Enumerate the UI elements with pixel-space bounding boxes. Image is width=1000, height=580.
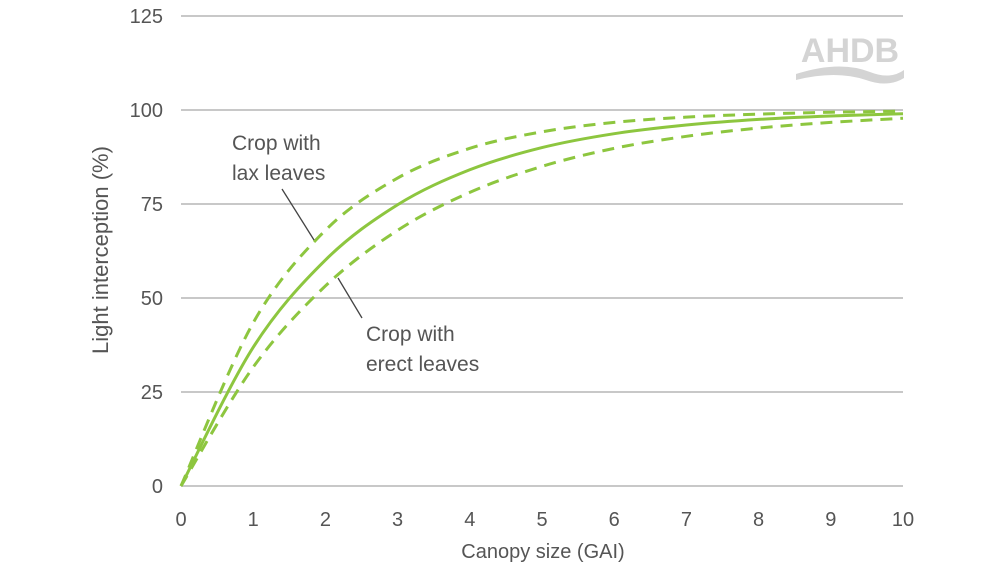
- ahdb-logo: AHDB: [796, 32, 904, 84]
- y-tick-label: 25: [141, 382, 163, 404]
- y-tick-label: 50: [141, 288, 163, 310]
- annotation-lax-leader: [281, 188, 315, 241]
- series-line-0: [179, 109, 904, 487]
- annotation-erect-line2: erect leaves: [366, 353, 479, 376]
- x-tick-label: 10: [892, 509, 914, 531]
- annotation-erect-line1: Crop with: [366, 323, 455, 346]
- svg-text:AHDB: AHDB: [801, 32, 899, 70]
- annotation-erect-leader: [337, 277, 363, 319]
- x-tick-label: 9: [825, 509, 836, 531]
- y-tick-label: 100: [130, 100, 163, 122]
- x-tick-label: 8: [753, 509, 764, 531]
- series-line-1: [179, 112, 904, 487]
- y-axis-label: Light interception (%): [88, 146, 113, 354]
- annotation-lax: Crop with lax leaves: [232, 132, 325, 241]
- x-tick-label: 1: [248, 509, 259, 531]
- x-tick-label: 0: [175, 509, 186, 531]
- x-tick-label: 3: [392, 509, 403, 531]
- x-tick-label: 4: [464, 509, 475, 531]
- x-tick-label: 2: [320, 509, 331, 531]
- x-tick-label: 6: [609, 509, 620, 531]
- x-tick-label: 5: [536, 509, 547, 531]
- annotation-erect: Crop with erect leaves: [337, 277, 479, 376]
- y-tick-label: 0: [152, 476, 163, 498]
- annotation-lax-line2: lax leaves: [232, 162, 325, 185]
- annotation-lax-line1: Crop with: [232, 132, 321, 155]
- y-tick-label: 75: [141, 194, 163, 216]
- series-line-2: [179, 116, 904, 487]
- x-tick-label: 7: [681, 509, 692, 531]
- x-axis-label: Canopy size (GAI): [461, 541, 624, 563]
- y-tick-label: 125: [130, 6, 163, 28]
